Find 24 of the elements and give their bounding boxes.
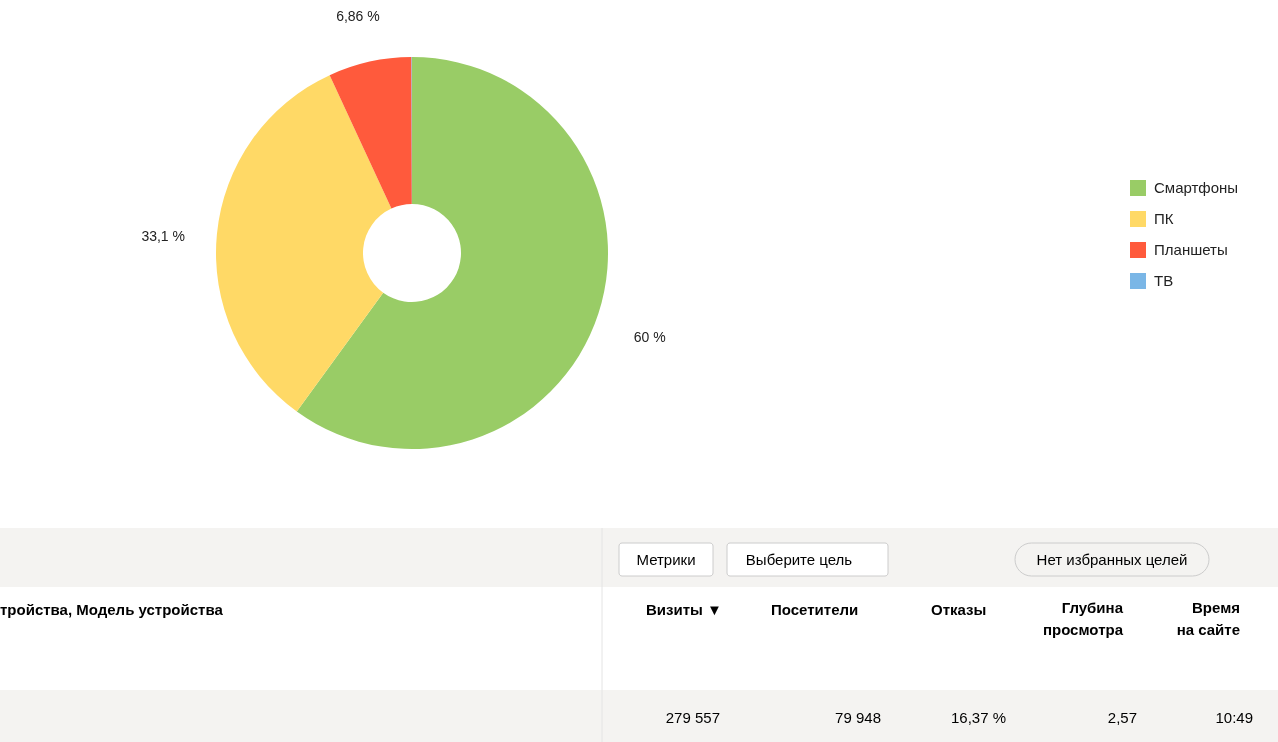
- data-label: 33,1 %: [141, 227, 185, 244]
- text: Нет избранных целей: [1036, 551, 1188, 568]
- text: Отказы: [931, 601, 987, 618]
- legend-label: Планшеты: [1154, 241, 1228, 258]
- text: Визиты ▼: [646, 601, 722, 618]
- text: Выберите цель: [745, 551, 853, 568]
- legend-label: ТВ: [1154, 272, 1174, 289]
- text: 2,57: [1107, 709, 1137, 726]
- text: 10:49: [1215, 709, 1253, 726]
- data-label: 60 %: [633, 329, 666, 346]
- donut-slice: [216, 75, 392, 412]
- text: Глубина просмотра: [1042, 599, 1124, 638]
- donut-slice: [296, 57, 608, 449]
- text: Метрики: [636, 551, 696, 568]
- legend-label: Смартфоны: [1154, 179, 1239, 196]
- legend-label: ПК: [1154, 210, 1174, 227]
- text: тройства, Модель устройства: [0, 601, 224, 618]
- text: 16,37 %: [950, 709, 1006, 726]
- text: Время на сайте: [1176, 599, 1240, 638]
- text: 279 557: [665, 709, 720, 726]
- data-label: 6,86 %: [336, 7, 380, 24]
- text: Посетители: [771, 601, 859, 618]
- text: 79 948: [835, 709, 881, 726]
- donut-slice: [329, 57, 412, 209]
